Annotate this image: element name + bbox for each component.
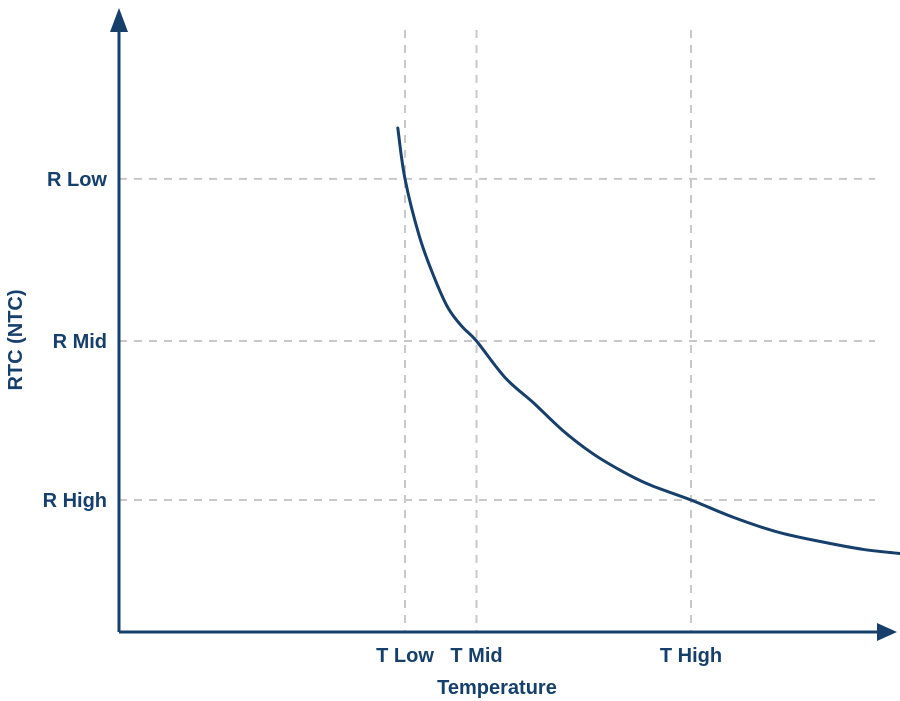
grid-lines bbox=[119, 30, 875, 632]
y-tick-label-0: R Low bbox=[47, 169, 107, 191]
x-tick-label-1: T Mid bbox=[450, 645, 502, 667]
curve-layer bbox=[396, 126, 900, 556]
x-tick-label-0: T Low bbox=[376, 645, 434, 667]
tick-labels: T Low T Mid T High R Low R Mid R High bbox=[43, 169, 723, 667]
y-tick-label-1: R Mid bbox=[53, 331, 107, 353]
axes bbox=[110, 8, 897, 641]
x-tick-label-2: T High bbox=[660, 645, 722, 667]
x-axis-title: Temperature bbox=[437, 677, 557, 699]
x-axis-arrowhead bbox=[877, 623, 897, 641]
resistance-curve bbox=[396, 126, 900, 556]
y-tick-label-2: R High bbox=[43, 490, 107, 512]
y-axis-title: RTC (NTC) bbox=[5, 289, 27, 390]
y-axis-arrowhead bbox=[110, 8, 128, 32]
